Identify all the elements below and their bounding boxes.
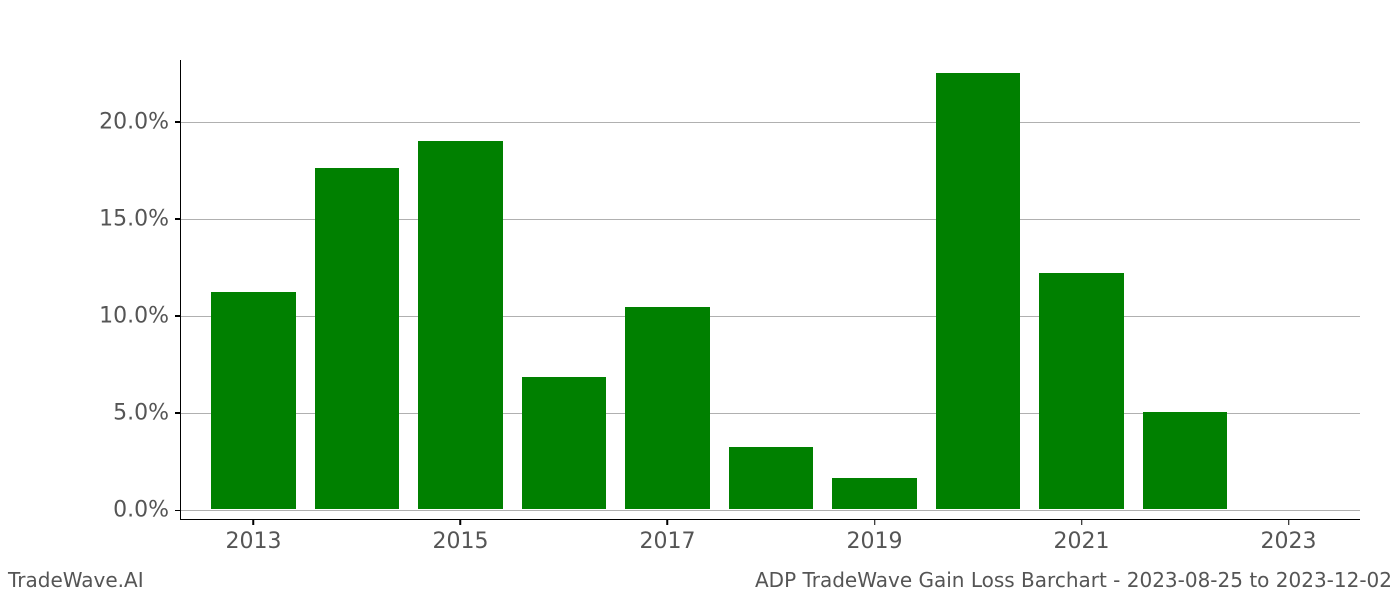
footer-left-text: TradeWave.AI	[8, 568, 144, 592]
y-tick-label: 5.0%	[113, 401, 181, 426]
bar	[1143, 412, 1228, 509]
bar	[625, 307, 710, 509]
x-tick-label: 2023	[1261, 519, 1317, 554]
x-tick-label: 2019	[847, 519, 903, 554]
grid-line	[181, 122, 1360, 123]
bar	[729, 447, 814, 509]
y-tick-label: 10.0%	[99, 304, 181, 329]
bar	[418, 141, 503, 510]
footer-right-text: ADP TradeWave Gain Loss Barchart - 2023-…	[755, 568, 1392, 592]
y-tick-label: 20.0%	[99, 110, 181, 135]
x-tick-label: 2017	[639, 519, 695, 554]
bar	[315, 168, 400, 510]
plot-area: 0.0%5.0%10.0%15.0%20.0%20132015201720192…	[180, 60, 1360, 520]
bar	[936, 73, 1021, 510]
bar-chart: 0.0%5.0%10.0%15.0%20.0%20132015201720192…	[180, 60, 1360, 520]
y-tick-label: 0.0%	[113, 498, 181, 523]
x-tick-label: 2015	[432, 519, 488, 554]
x-tick-label: 2021	[1054, 519, 1110, 554]
bar	[522, 377, 607, 509]
bar	[832, 478, 917, 509]
y-tick-label: 15.0%	[99, 207, 181, 232]
bar	[211, 292, 296, 509]
bar	[1039, 273, 1124, 510]
grid-line	[181, 510, 1360, 511]
x-tick-label: 2013	[225, 519, 281, 554]
